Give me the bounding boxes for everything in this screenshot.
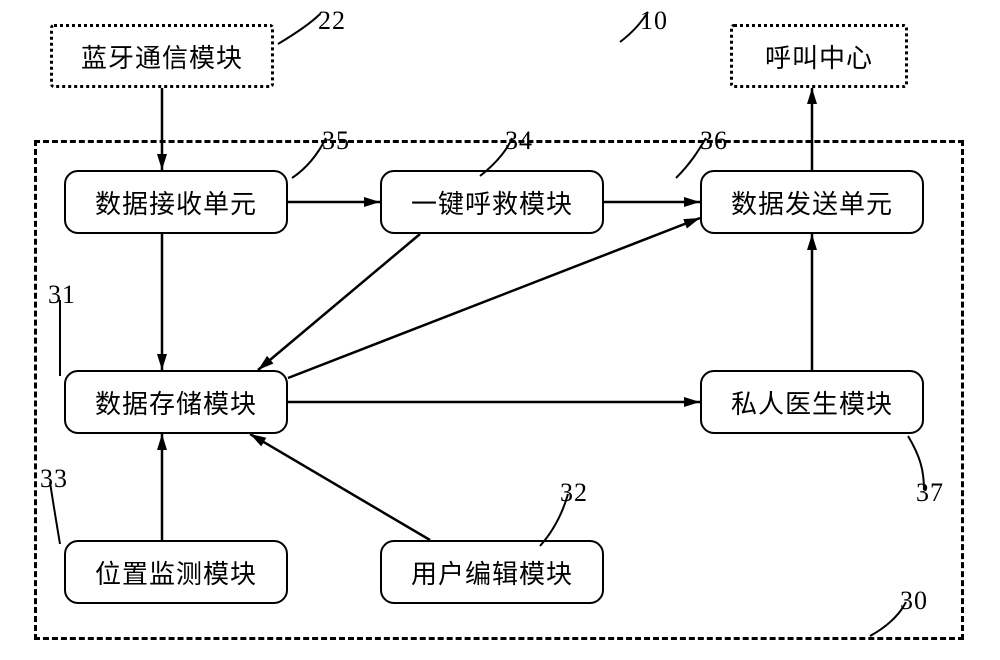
node-label: 数据接收单元: [95, 184, 257, 221]
node-call-center: 呼叫中心: [730, 24, 908, 88]
node-label: 数据发送单元: [731, 184, 893, 221]
callout-10: 10: [640, 6, 668, 36]
callout-31: 31: [48, 280, 76, 310]
node-label: 呼叫中心: [765, 38, 873, 75]
callout-37: 37: [916, 478, 944, 508]
callout-32: 32: [560, 478, 588, 508]
callout-30: 30: [900, 586, 928, 616]
callout-34: 34: [505, 126, 533, 156]
callout-22: 22: [318, 6, 346, 36]
node-label: 私人医生模块: [731, 384, 893, 421]
node-user-edit: 用户编辑模块: [380, 540, 604, 604]
node-location: 位置监测模块: [64, 540, 288, 604]
node-storage: 数据存储模块: [64, 370, 288, 434]
callout-36: 36: [700, 126, 728, 156]
node-bluetooth: 蓝牙通信模块: [50, 24, 274, 88]
node-label: 数据存储模块: [95, 384, 257, 421]
node-data-send: 数据发送单元: [700, 170, 924, 234]
node-label: 位置监测模块: [95, 554, 257, 591]
callout-33: 33: [40, 464, 68, 494]
node-rescue: 一键呼救模块: [380, 170, 604, 234]
node-label: 一键呼救模块: [411, 184, 573, 221]
node-doctor: 私人医生模块: [700, 370, 924, 434]
callout-35: 35: [322, 126, 350, 156]
node-data-recv: 数据接收单元: [64, 170, 288, 234]
diagram-stage: 蓝牙通信模块 呼叫中心 数据接收单元 一键呼救模块 数据发送单元 数据存储模块 …: [0, 0, 1000, 660]
node-label: 蓝牙通信模块: [81, 38, 243, 75]
node-label: 用户编辑模块: [411, 554, 573, 591]
